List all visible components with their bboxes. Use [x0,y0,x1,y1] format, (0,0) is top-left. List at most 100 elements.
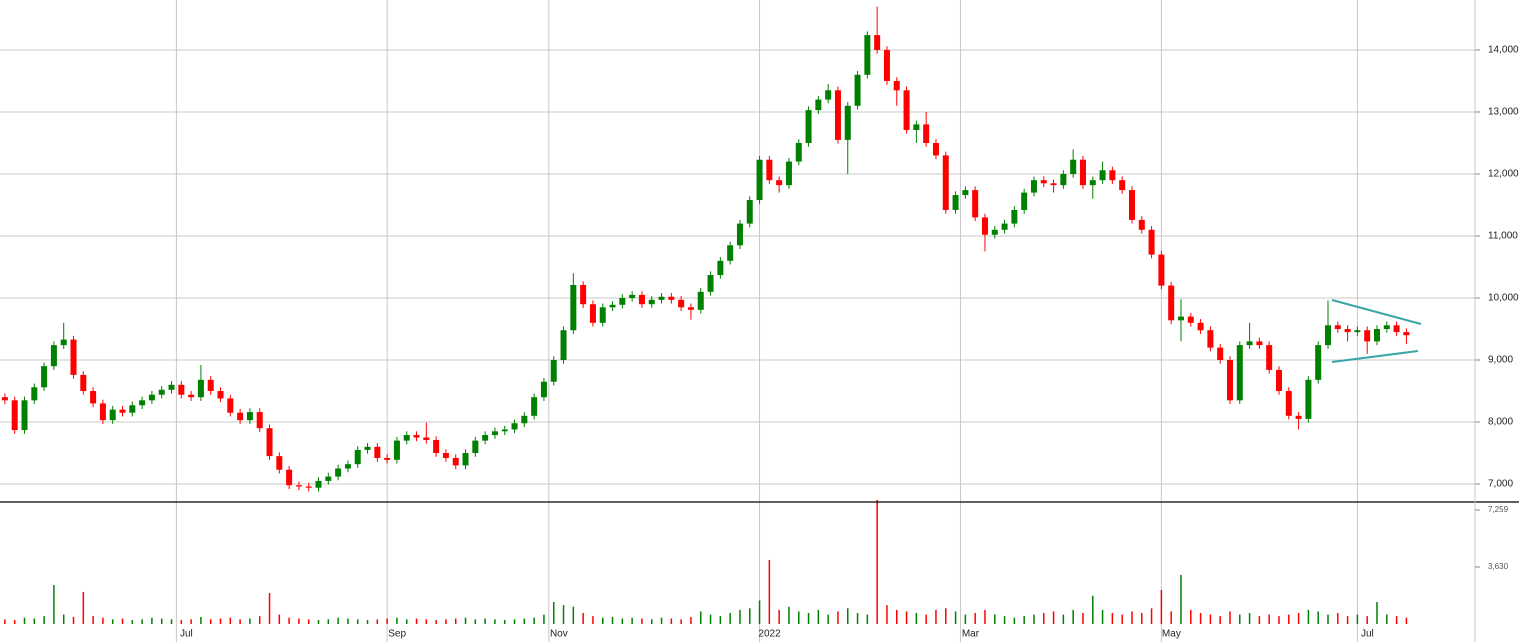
candle-body [1148,229,1155,255]
volume-bar [1072,609,1074,624]
candle-body [1168,285,1175,321]
candle-body [80,374,87,392]
volume-bar [1052,611,1055,624]
candle-body [746,200,753,224]
volume-bar [1082,613,1084,624]
candle-body [668,296,675,300]
volume-bar [454,618,457,624]
volume-bar [1366,616,1368,624]
x-tick-label: Nov [550,629,568,640]
candle-body [658,296,665,300]
volume-bar [1003,616,1006,624]
volume-bar [1062,614,1065,624]
volume-bar [474,619,477,624]
volume-bar [327,619,330,624]
candle-body [1079,159,1086,186]
candle-body [815,99,822,111]
volume-bar [1160,589,1163,624]
candle-body [1177,316,1184,321]
volume-bar [1170,611,1172,624]
volume-bar [1386,614,1388,624]
candle-body [844,105,851,140]
volume-bar [209,619,212,624]
candle-body [1295,415,1302,419]
candle-body [1373,329,1380,342]
y-tick-label: 10,000 [1488,293,1519,304]
candle-body [589,304,596,323]
volume-bar [856,613,859,624]
candle-body [442,453,449,458]
candle-body [1158,254,1165,286]
candle-body [560,330,567,361]
candle-body [1324,325,1331,346]
volume-bar [356,619,359,624]
candle-body [727,245,734,261]
volume-bar [13,620,16,624]
volume-bar [415,618,418,624]
candle-body [1256,341,1263,346]
volume-bar [288,617,290,624]
candle-body [550,360,557,382]
x-tick-label: Jul [180,629,193,640]
volume-bar [915,613,918,624]
plot-layer [1,6,1410,624]
volume-tick-label: 3,630 [1488,562,1509,571]
candle-body [1275,369,1282,392]
candle-body [207,379,214,392]
volume-bar [621,618,624,624]
candle-body [883,49,890,81]
volume-bar [866,614,869,624]
volume-bar [464,617,467,624]
candle-body [1344,329,1351,333]
volume-bar [200,616,202,624]
volume-bar [905,611,908,624]
volume-bar [1297,613,1300,624]
volume-bar [1209,614,1212,624]
volume-bar [503,620,506,624]
candle-body [384,457,391,460]
volume-bar [1268,614,1270,624]
volume-bar [1248,613,1251,624]
candle-body [599,307,606,323]
candle-body [717,260,724,276]
volume-bar [1356,614,1359,624]
candle-body [286,469,293,486]
candle-body [932,142,939,156]
candle-body [678,299,685,308]
candle-body [1354,330,1361,333]
volume-bar [1288,614,1290,624]
volume-bar [111,619,114,624]
candle-body [805,110,812,143]
volume-bar [974,613,976,624]
candle-body [1138,219,1145,230]
candle-body [158,389,165,395]
volume-bar [935,609,937,624]
candle-body [531,397,538,416]
volume-bar [807,613,810,624]
candle-body [609,304,616,308]
volume-bar [92,616,94,624]
candle-body [482,435,489,441]
candle-body [580,284,587,305]
candle-body [60,339,67,346]
candle-body [21,400,28,431]
volume-bar [1190,609,1192,624]
candle-body [315,480,322,488]
volume-bar [1317,611,1319,624]
volume-bar [386,618,388,624]
candle-body [756,159,763,201]
candle-body [501,429,508,432]
volume-tick-label: 7,259 [1488,505,1509,514]
volume-bar [1278,616,1280,624]
volume-bar [1023,616,1025,624]
candle-body [472,440,479,454]
candle-body [619,298,626,305]
candle-body [942,155,949,210]
volume-bar [886,605,888,624]
candle-body [295,485,302,487]
volume-bar [53,585,55,624]
volume-bar [523,618,526,624]
axis-labels: 7,000 8,000 9,000 10,000 11,000 12,000 13,000 1… [180,45,1519,640]
candle-body [795,142,802,162]
